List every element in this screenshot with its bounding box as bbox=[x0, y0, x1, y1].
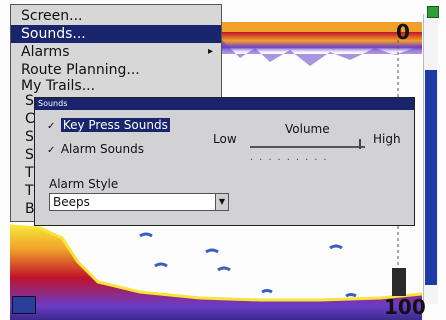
menu-item-alarms[interactable]: Alarms ▸ bbox=[21, 43, 221, 61]
menu-item-obscured[interactable]: S bbox=[25, 147, 34, 163]
surface-noise bbox=[222, 40, 422, 66]
surface-clutter-lower bbox=[222, 32, 422, 54]
depth-bottom-label: 100 bbox=[384, 295, 426, 319]
menu-item-label: Sounds... bbox=[21, 26, 86, 42]
dialog-title: Sounds bbox=[35, 98, 414, 110]
menu-item-label: My Trails... bbox=[21, 78, 96, 94]
menu-item-obscured[interactable]: T bbox=[25, 183, 34, 199]
menu-item-screen[interactable]: Screen... bbox=[21, 7, 82, 25]
menu-item-label: Route Planning... bbox=[21, 62, 140, 78]
depth-top-label: 0 bbox=[396, 20, 410, 44]
alarm-style-select[interactable]: Beeps ▼ bbox=[49, 193, 229, 211]
menu-item-label: Alarms bbox=[21, 44, 70, 60]
menu-item-my-trails[interactable]: My Trails... bbox=[21, 77, 95, 95]
checkmark-icon: ✓ bbox=[47, 145, 56, 156]
alarm-sounds-checkbox[interactable]: ✓ Alarm Sounds bbox=[47, 142, 144, 156]
volume-ticks: ......... bbox=[250, 152, 333, 163]
checkmark-icon: ✓ bbox=[47, 121, 56, 132]
fish-arch bbox=[329, 244, 343, 250]
menu-item-obscured[interactable]: C bbox=[25, 111, 35, 127]
surface-clutter bbox=[222, 22, 422, 32]
menu-item-label: Screen... bbox=[21, 8, 83, 24]
bottom-contour-edge bbox=[9, 224, 423, 302]
volume-low-label: Low bbox=[213, 132, 237, 146]
dropdown-arrow-icon[interactable]: ▼ bbox=[215, 194, 228, 210]
volume-slider-handle[interactable] bbox=[359, 139, 361, 149]
menu-item-obscured[interactable]: B bbox=[25, 201, 35, 217]
menu-item-route-planning[interactable]: Route Planning... bbox=[21, 61, 140, 79]
menu-item-sounds[interactable]: Sounds... bbox=[11, 25, 221, 43]
alarm-style-label: Alarm Style bbox=[49, 177, 119, 191]
gps-status-icon bbox=[427, 6, 439, 18]
submenu-arrow-icon: ▸ bbox=[207, 46, 213, 57]
key-press-sounds-label: Key Press Sounds bbox=[60, 118, 170, 132]
depth-range-bar bbox=[425, 70, 437, 285]
bottom-contour bbox=[10, 226, 422, 320]
fish-arch bbox=[261, 289, 273, 294]
menu-item-obscured[interactable]: T bbox=[25, 165, 34, 181]
fish-arch bbox=[345, 293, 357, 298]
fish-arch bbox=[139, 232, 153, 238]
volume-high-label: High bbox=[373, 132, 401, 146]
sonar-mode-icon bbox=[12, 296, 36, 314]
transducer-mark bbox=[392, 268, 406, 296]
sounds-dialog: Sounds ✓ Key Press Sounds ✓ Alarm Sounds… bbox=[34, 97, 415, 226]
menu-item-obscured[interactable]: S bbox=[25, 93, 34, 109]
volume-title: Volume bbox=[285, 122, 330, 136]
fish-arch bbox=[217, 266, 231, 272]
volume-slider[interactable] bbox=[250, 146, 365, 148]
alarm-sounds-label: Alarm Sounds bbox=[60, 142, 144, 156]
key-press-sounds-checkbox[interactable]: ✓ Key Press Sounds bbox=[47, 118, 170, 132]
alarm-style-value: Beeps bbox=[53, 195, 90, 209]
fish-arch bbox=[154, 262, 168, 268]
fish-arch bbox=[205, 248, 219, 254]
menu-item-obscured[interactable]: S bbox=[25, 129, 34, 145]
